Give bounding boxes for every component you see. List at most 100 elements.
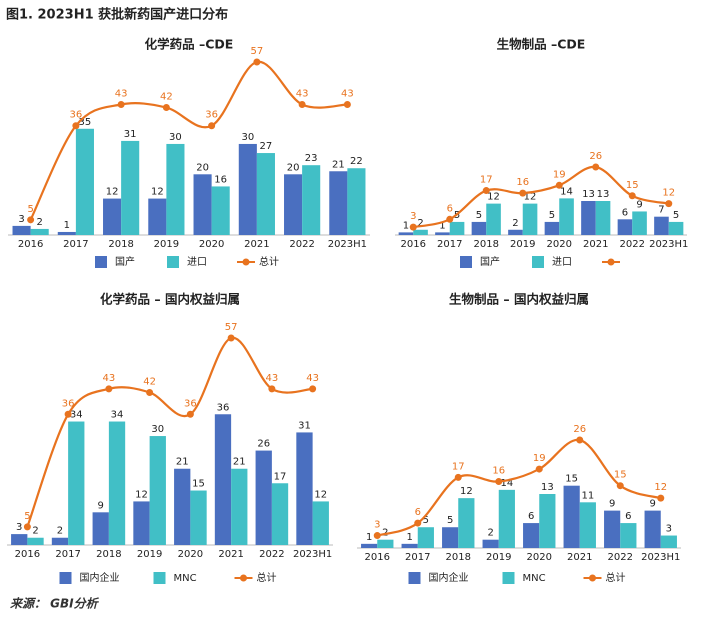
x-tick-label: 2023H1 <box>649 239 688 250</box>
bar <box>271 483 289 545</box>
bar <box>620 523 637 548</box>
total-value-label: 19 <box>533 453 546 464</box>
bar-value-label: 13 <box>541 482 554 493</box>
x-tick-label: 2023H1 <box>641 552 680 563</box>
bar <box>401 543 418 548</box>
bar-value-label: 12 <box>524 192 537 203</box>
chart-title: 生物制品 – 国内权益归属 <box>449 292 589 307</box>
bar-value-label: 26 <box>257 439 270 450</box>
total-dot <box>555 181 563 189</box>
total-value-label: 36 <box>205 110 218 121</box>
legend-swatch <box>532 256 544 268</box>
bar-value-label: 17 <box>274 471 287 482</box>
legend-label: 国产 <box>115 255 135 268</box>
chart-title: 生物制品 –CDE <box>497 37 586 52</box>
total-dot <box>495 478 503 486</box>
figure-title: 图1. 2023H1 获批新药国产进口分布 <box>6 7 228 23</box>
bar <box>458 498 475 548</box>
total-value-label: 15 <box>626 180 639 191</box>
bar <box>523 523 540 548</box>
bar-value-label: 20 <box>287 162 300 173</box>
bar <box>57 231 76 235</box>
total-dot <box>616 482 624 490</box>
bar <box>103 198 122 235</box>
total-value-label: 42 <box>143 376 156 387</box>
bar <box>27 537 44 545</box>
bar-value-label: 23 <box>305 153 318 164</box>
total-dot <box>72 122 80 130</box>
x-tick-label: 2019 <box>154 239 179 250</box>
x-tick-label: 2019 <box>486 552 511 563</box>
bar-value-label: 31 <box>298 420 311 431</box>
bar-value-label: 5 <box>447 515 453 526</box>
bar <box>190 490 207 545</box>
bar <box>361 543 378 548</box>
x-tick-label: 2016 <box>401 239 426 250</box>
legend-dot <box>242 258 250 266</box>
bar <box>92 512 109 545</box>
legend-label: 进口 <box>187 256 207 268</box>
total-dot <box>414 519 422 527</box>
bar-value-label: 13 <box>597 189 610 200</box>
bar <box>508 229 523 235</box>
total-dot <box>162 104 170 112</box>
x-tick-label: 2018 <box>446 552 471 563</box>
bar <box>471 221 487 235</box>
total-dot <box>665 200 673 208</box>
bar-value-label: 2 <box>36 217 42 228</box>
total-dot <box>186 410 194 418</box>
legend-dot <box>589 574 596 582</box>
bar-value-label: 21 <box>176 457 189 468</box>
total-dot <box>482 187 490 195</box>
x-tick-label: 2021 <box>218 549 243 560</box>
bar <box>595 201 611 235</box>
bar-value-label: 15 <box>192 479 205 490</box>
bar <box>329 171 348 235</box>
bar-value-label: 1 <box>403 220 409 231</box>
total-dot <box>23 523 31 531</box>
total-dot <box>268 385 276 393</box>
bar <box>563 485 580 548</box>
bar <box>654 216 669 235</box>
bar-value-label: 5 <box>673 210 679 221</box>
x-tick-label: 2023H1 <box>293 549 332 560</box>
bar <box>539 494 556 548</box>
bar <box>482 539 499 548</box>
total-dot <box>592 163 600 171</box>
bar-value-label: 1 <box>366 532 372 543</box>
bar <box>121 140 140 235</box>
total-value-label: 42 <box>160 92 173 103</box>
legend-swatch <box>167 256 179 268</box>
legend-label: 进口 <box>552 256 572 268</box>
bar <box>604 510 621 548</box>
x-tick-label: 2021 <box>244 239 269 250</box>
total-value-label: 57 <box>251 46 264 57</box>
total-dot <box>373 532 381 540</box>
total-dot <box>208 122 216 130</box>
bar-value-label: 15 <box>565 474 578 485</box>
bar-value-label: 35 <box>79 117 92 128</box>
source: 来源： GBI分析 <box>10 597 100 611</box>
bar <box>544 221 560 235</box>
total-line <box>413 165 669 229</box>
bar-value-label: 30 <box>169 132 182 143</box>
bar-value-label: 13 <box>582 189 595 200</box>
bar <box>435 232 450 235</box>
bar-value-label: 5 <box>423 515 429 526</box>
bar-value-label: 12 <box>460 486 473 497</box>
bar <box>255 450 272 545</box>
x-tick-label: 2022 <box>608 552 633 563</box>
bar <box>644 510 661 548</box>
x-tick-label: 2020 <box>199 239 224 250</box>
bar-value-label: 12 <box>487 192 500 203</box>
bar <box>256 153 275 235</box>
bar-value-label: 20 <box>196 162 209 173</box>
bar <box>398 232 414 235</box>
x-tick-label: 2017 <box>63 239 88 250</box>
total-value-label: 3 <box>374 520 380 531</box>
bar-value-label: 12 <box>135 489 148 500</box>
total-dot <box>454 473 462 481</box>
bar <box>214 414 232 545</box>
bar <box>302 165 321 235</box>
